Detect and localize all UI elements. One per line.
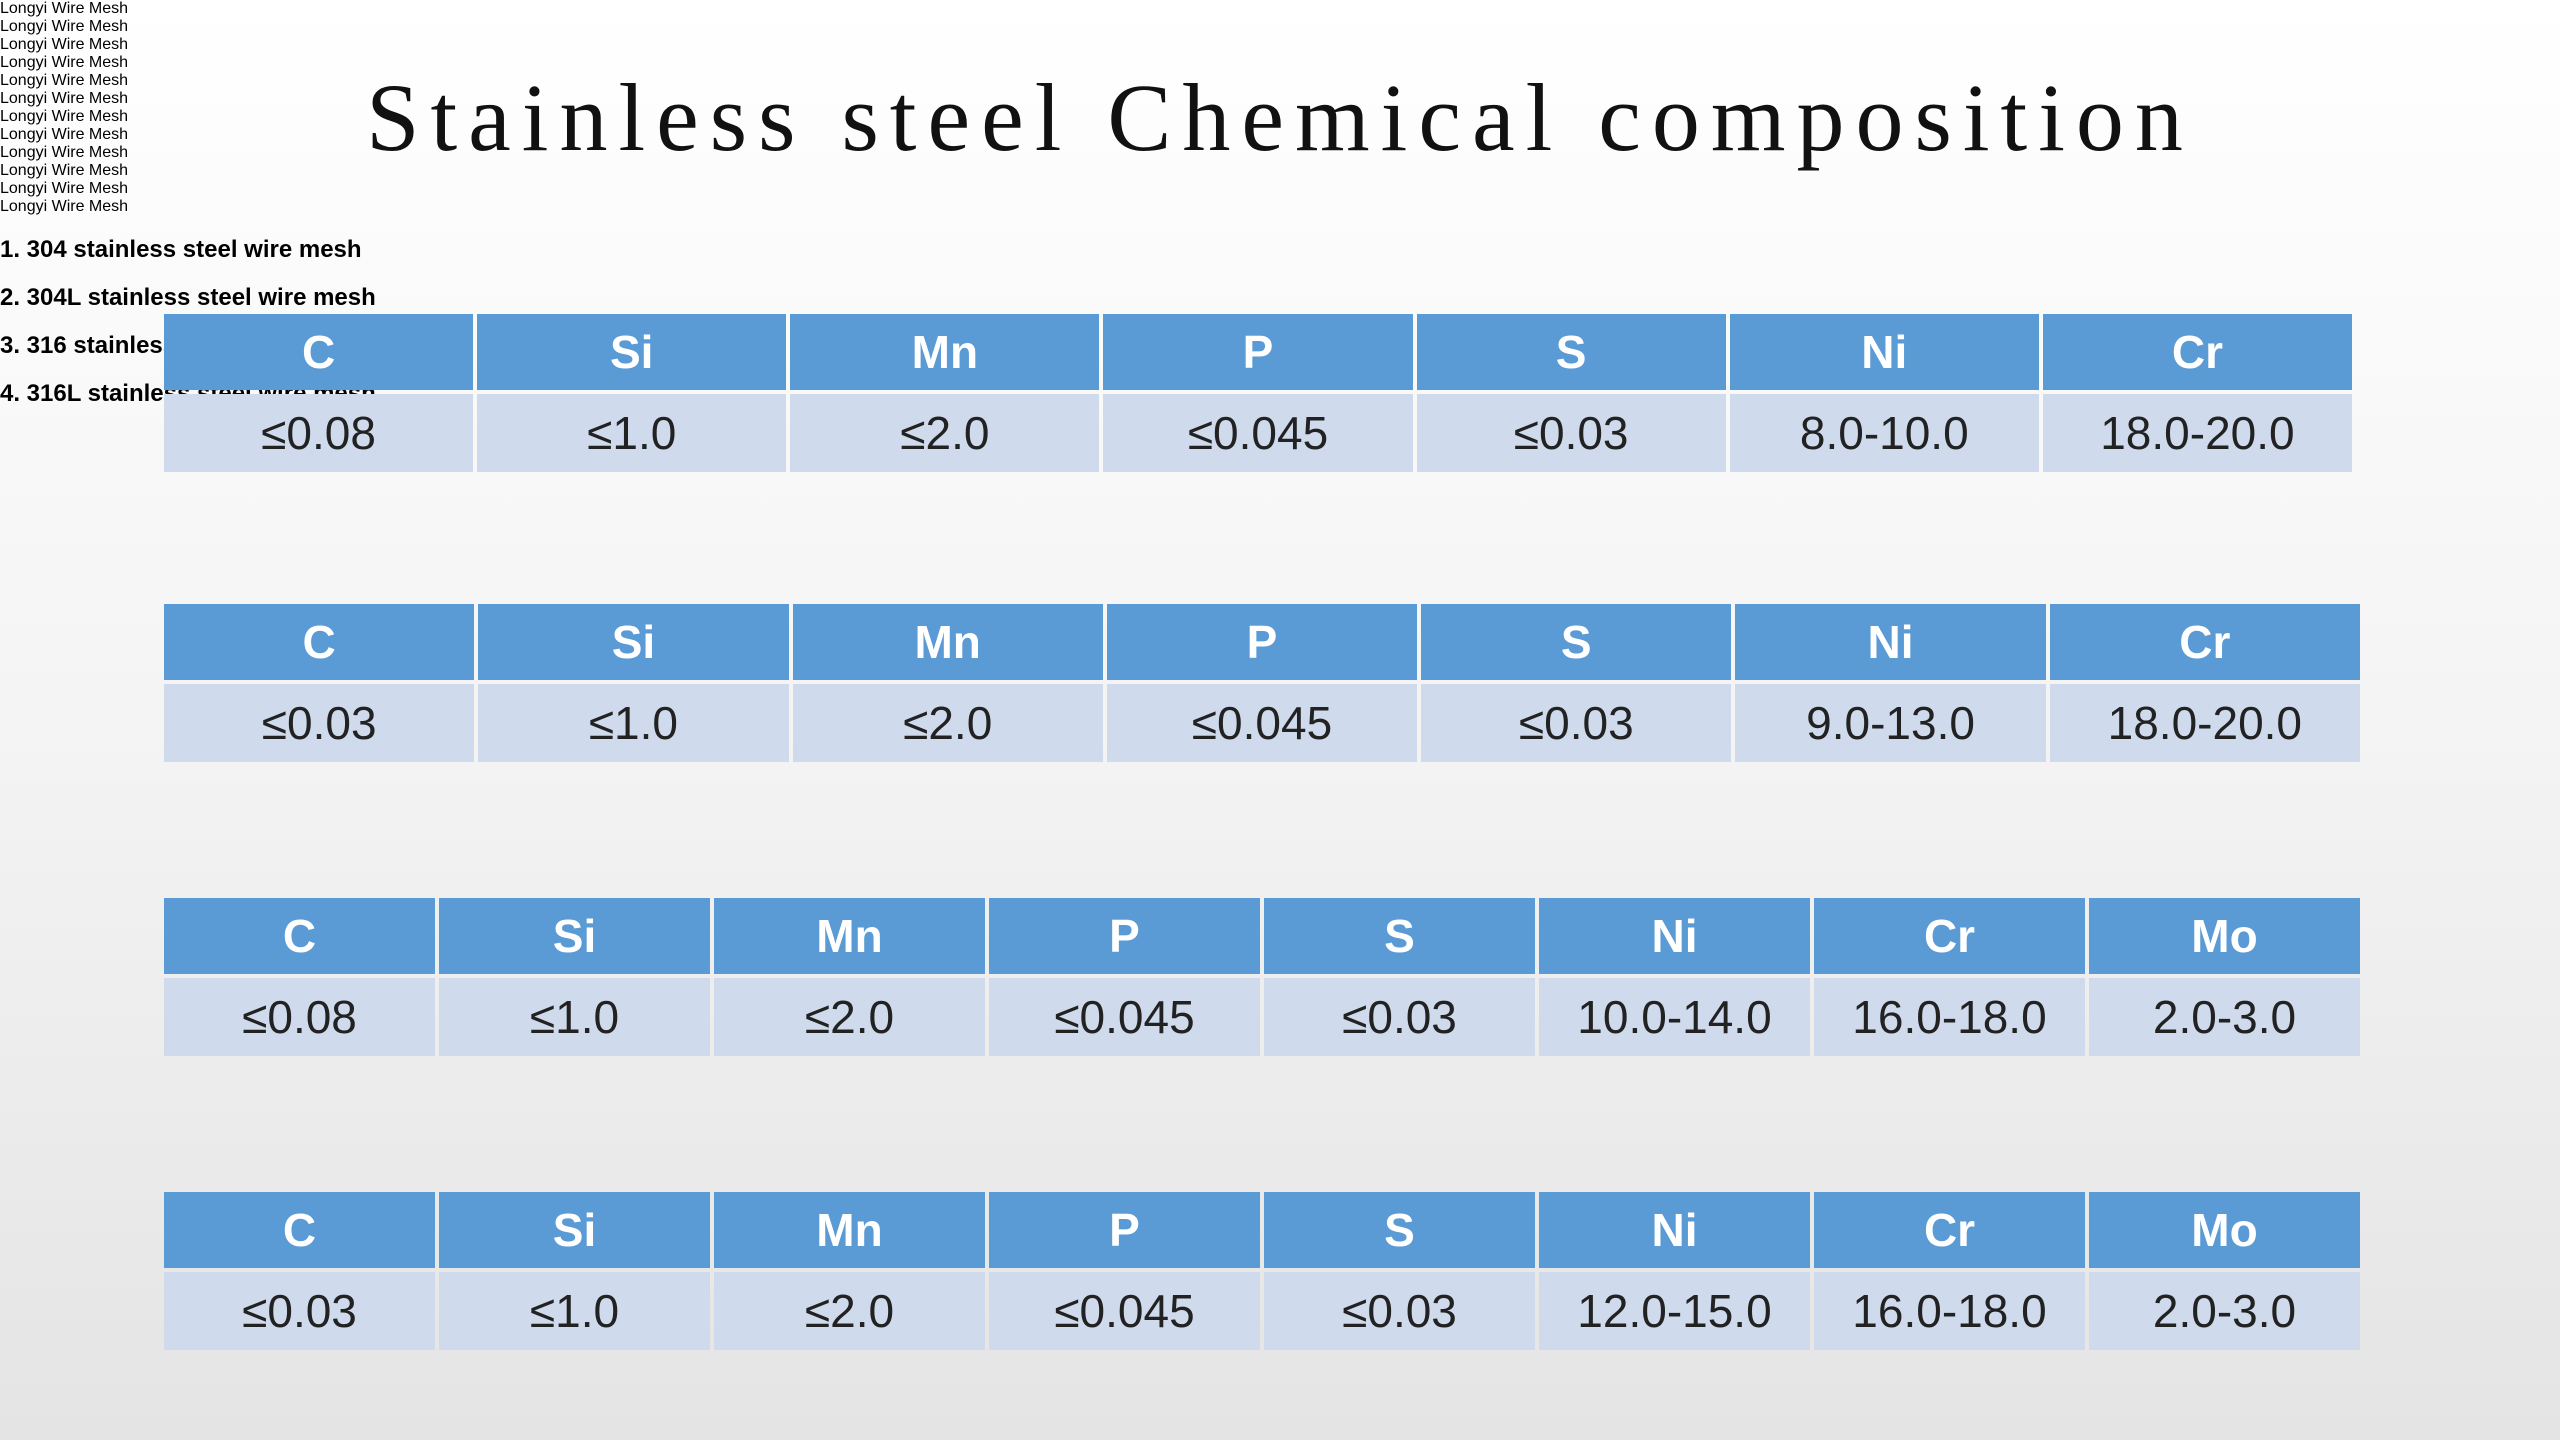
header-cell: Mn [714,1192,985,1268]
header-cell: S [1421,604,1732,680]
header-cell: Cr [2049,604,2360,680]
data-cell: 18.0-20.0 [2042,394,2352,472]
data-row: ≤0.08 ≤1.0 ≤2.0 ≤0.045 ≤0.03 8.0-10.0 18.0-20.… [164,394,2352,472]
data-cell: ≤0.03 [1416,394,1726,472]
data-cell: ≤2.0 [790,394,1100,472]
header-cell: C [164,314,474,390]
data-cell: ≤1.0 [478,684,789,762]
header-cell: Ni [1539,1192,1810,1268]
section-heading: 2. 304L stainless steel wire mesh [0,283,376,311]
data-cell: ≤0.03 [164,1272,435,1350]
data-cell: ≤1.0 [439,1272,710,1350]
data-cell: 18.0-20.0 [2049,684,2360,762]
header-cell: Si [477,314,787,390]
data-cell: 2.0-3.0 [2089,1272,2360,1350]
data-cell: 8.0-10.0 [1729,394,2039,472]
data-cell: ≤0.08 [164,978,435,1056]
header-row: C Si Mn P S Ni Cr [164,604,2360,680]
watermark: Longyi Wire Mesh [0,144,129,161]
composition-table: C Si Mn P S Ni Cr ≤0.08 ≤1.0 ≤2.0 ≤0.045 ≤0.03 8.0-1… [160,310,2356,476]
header-cell: C [164,1192,435,1268]
composition-table: C Si Mn P S Ni Cr Mo ≤0.08 ≤1.0 ≤2.0 ≤0.045 ≤0.03 10.… [160,894,2364,1060]
watermark: Longyi Wire Mesh [0,72,129,89]
header-cell: Si [439,898,710,974]
watermark: Longyi Wire Mesh [0,198,129,215]
header-cell: Cr [1814,898,2085,974]
slide-title: Stainless steel Chemical composition [366,64,2194,171]
header-cell: Cr [1814,1192,2085,1268]
header-cell: P [989,898,1260,974]
data-cell: ≤0.045 [1106,684,1418,762]
data-cell: ≤0.03 [1264,978,1535,1056]
watermark: Longyi Wire Mesh [0,36,129,53]
watermark: Longyi Wire Mesh [0,18,129,35]
header-cell: S [1416,314,1726,390]
data-cell: 2.0-3.0 [2089,978,2360,1056]
section-heading: 1. 304 stainless steel wire mesh [0,235,362,263]
data-cell: ≤2.0 [792,684,1103,762]
header-row: C Si Mn P S Ni Cr Mo [164,1192,2360,1268]
data-cell: 12.0-15.0 [1539,1272,1810,1350]
watermark: Longyi Wire Mesh [0,0,129,17]
watermark: Longyi Wire Mesh [0,90,129,107]
data-cell: 10.0-14.0 [1539,978,1810,1056]
data-cell: ≤2.0 [714,978,985,1056]
watermark: Longyi Wire Mesh [0,126,129,143]
header-cell: Mn [792,604,1103,680]
data-cell: ≤0.045 [989,978,1260,1056]
header-row: C Si Mn P S Ni Cr Mo [164,898,2360,974]
data-cell: 16.0-18.0 [1814,978,2085,1056]
data-cell: ≤2.0 [714,1272,985,1350]
header-cell: P [989,1192,1260,1268]
header-cell: Si [439,1192,710,1268]
data-row: ≤0.03 ≤1.0 ≤2.0 ≤0.045 ≤0.03 12.0-15.0 16.0-18… [164,1272,2360,1350]
header-cell: P [1103,314,1413,390]
data-cell: ≤0.03 [164,684,475,762]
watermark: Longyi Wire Mesh [0,162,129,179]
header-cell: Ni [1735,604,2046,680]
composition-table: C Si Mn P S Ni Cr ≤0.03 ≤1.0 ≤2.0 ≤0.045 ≤0.03 9.0-1… [160,600,2364,766]
watermark: Longyi Wire Mesh [0,180,129,197]
data-cell: 16.0-18.0 [1814,1272,2085,1350]
header-cell: S [1264,898,1535,974]
composition-table: C Si Mn P S Ni Cr Mo ≤0.03 ≤1.0 ≤2.0 ≤0.045 ≤0.03 12.… [160,1188,2364,1354]
header-cell: Ni [1729,314,2039,390]
data-cell: ≤0.03 [1264,1272,1535,1350]
data-cell: 9.0-13.0 [1735,684,2046,762]
data-cell: ≤0.045 [989,1272,1260,1350]
data-row: ≤0.03 ≤1.0 ≤2.0 ≤0.045 ≤0.03 9.0-13.0 18.0-20.… [164,684,2360,762]
data-cell: ≤1.0 [477,394,787,472]
header-cell: Ni [1539,898,1810,974]
header-cell: Mn [714,898,985,974]
header-row: C Si Mn P S Ni Cr [164,314,2352,390]
data-cell: ≤1.0 [439,978,710,1056]
header-cell: S [1264,1192,1535,1268]
watermark: Longyi Wire Mesh [0,54,129,71]
header-cell: Mo [2089,898,2360,974]
header-cell: Cr [2042,314,2352,390]
data-cell: ≤0.08 [164,394,474,472]
watermark: Longyi Wire Mesh [0,108,129,125]
header-cell: P [1106,604,1418,680]
header-cell: C [164,604,475,680]
header-cell: Si [478,604,789,680]
data-cell: ≤0.03 [1421,684,1732,762]
header-cell: C [164,898,435,974]
header-cell: Mo [2089,1192,2360,1268]
header-cell: Mn [790,314,1100,390]
data-row: ≤0.08 ≤1.0 ≤2.0 ≤0.045 ≤0.03 10.0-14.0 16.0-18… [164,978,2360,1056]
data-cell: ≤0.045 [1103,394,1413,472]
